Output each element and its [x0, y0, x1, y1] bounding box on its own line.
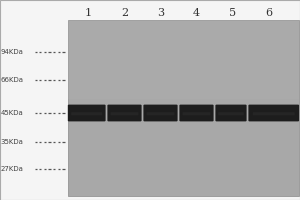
Text: 1: 1	[85, 8, 92, 18]
Text: 45KDa: 45KDa	[0, 110, 23, 116]
Text: 3: 3	[157, 8, 164, 18]
FancyBboxPatch shape	[71, 112, 102, 115]
Text: 35KDa: 35KDa	[0, 139, 23, 145]
Text: 27KDa: 27KDa	[0, 166, 23, 172]
Text: 6: 6	[265, 8, 272, 18]
Text: 5: 5	[229, 8, 236, 18]
FancyBboxPatch shape	[182, 112, 211, 115]
Bar	[68, 20, 299, 196]
FancyBboxPatch shape	[68, 105, 106, 121]
FancyBboxPatch shape	[110, 112, 139, 115]
Text: 4: 4	[193, 8, 200, 18]
FancyBboxPatch shape	[253, 112, 295, 115]
FancyBboxPatch shape	[143, 105, 178, 121]
FancyBboxPatch shape	[146, 112, 175, 115]
Text: 2: 2	[121, 8, 128, 18]
Bar	[68, 20, 299, 99]
FancyBboxPatch shape	[215, 105, 247, 121]
Text: 66KDa: 66KDa	[0, 77, 23, 83]
FancyBboxPatch shape	[107, 105, 142, 121]
FancyBboxPatch shape	[179, 105, 214, 121]
FancyBboxPatch shape	[248, 105, 299, 121]
FancyBboxPatch shape	[218, 112, 244, 115]
Bar	[0, 0, 300, 20]
Text: 94KDa: 94KDa	[0, 49, 23, 55]
